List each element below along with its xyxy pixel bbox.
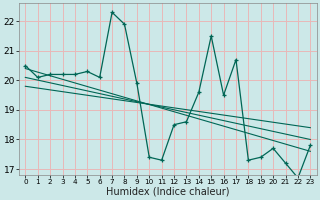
X-axis label: Humidex (Indice chaleur): Humidex (Indice chaleur) <box>106 187 229 197</box>
